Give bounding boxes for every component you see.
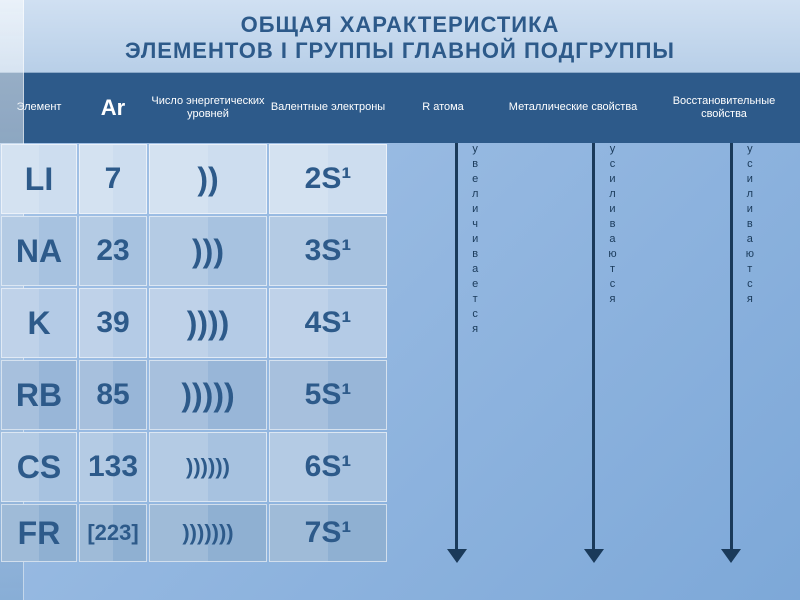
cell-levels: )))) [149,288,267,358]
cell-valence: 6S¹ [269,432,387,502]
table-row: Cs 133)))))) 6S¹ [0,431,388,503]
arrow-shaft: усиливаются [730,143,733,549]
arrow-head-icon [584,549,604,563]
cell-text: ))))))) [182,520,233,546]
cell-element: K [1,288,77,358]
cell-text: [223] [87,520,138,546]
cell-text: 2S¹ [305,162,352,196]
cell-element: Li [1,144,77,214]
cell-valence: 4S¹ [269,288,387,358]
table-row: Rb 85))))) 5S¹ [0,359,388,431]
cell-levels: ))) [149,216,267,286]
cell-ar: 39 [79,288,147,358]
cell-text: 6S¹ [305,450,352,484]
cell-element: Na [1,216,77,286]
cell-text: 23 [96,234,129,268]
cell-text: 133 [88,450,138,484]
arrow-head-icon [721,549,741,563]
table-row: Na 23))) 3S¹ [0,215,388,287]
header-cell-valence: Валентные электроны [268,97,388,118]
cell-element: Cs [1,432,77,502]
cell-ar: 23 [79,216,147,286]
cell-text: 5S¹ [305,378,352,412]
arrow-label: усиливаются [744,143,756,308]
title-block: ОБЩАЯ ХАРАКТЕРИСТИКА ЭЛЕМЕНТОВ I ГРУППЫ … [0,0,800,73]
cell-text: K [27,305,50,342]
cell-ar: 7 [79,144,147,214]
table-row: K 39)))) 4S¹ [0,287,388,359]
cell-text: 7 [105,162,122,196]
cell-element: Fr [1,504,77,562]
arrow-head-icon [447,549,467,563]
data-columns: Li 7)) 2S¹ Na 23))) 3S¹ K 39)))) 4S¹ Rb 85))))) 5S¹… [0,143,388,563]
table-row: Li 7)) 2S¹ [0,143,388,215]
cell-element: Rb [1,360,77,430]
cell-levels: ))))) [149,360,267,430]
cell-text: )))) [187,305,230,342]
table-row: Fr [223]))))))) 7S¹ [0,503,388,563]
header-cell-metallic: Металлические свойства [498,97,648,118]
arrow-shaft: усиливаются [592,143,595,549]
header-cell-element: Элемент [0,97,78,118]
cell-text: 85 [96,378,129,412]
cell-text: )))))) [186,454,230,480]
cell-text: 4S¹ [305,306,352,340]
cell-ar: 133 [79,432,147,502]
cell-text: )) [197,161,218,198]
cell-text: Rb [16,377,62,414]
cell-valence: 3S¹ [269,216,387,286]
arrow-col-radius_trend: увеличивается [388,143,525,563]
arrow-shaft: увеличивается [455,143,458,549]
table-body: Li 7)) 2S¹ Na 23))) 3S¹ K 39)))) 4S¹ Rb 85))))) 5S¹… [0,143,800,563]
header-cell-radius: R атома [388,97,498,118]
cell-ar: 85 [79,360,147,430]
arrow-col-reducing_trend: усиливаются [663,143,800,563]
slide-container: ОБЩАЯ ХАРАКТЕРИСТИКА ЭЛЕМЕНТОВ I ГРУППЫ … [0,0,800,600]
arrow-col-metallic_trend: усиливаются [525,143,662,563]
cell-text: 3S¹ [305,234,352,268]
cell-valence: 2S¹ [269,144,387,214]
cell-levels: )))))) [149,432,267,502]
cell-text: Cs [17,449,61,486]
cell-levels: ))))))) [149,504,267,562]
cell-levels: )) [149,144,267,214]
header-cell-ar: Ar [78,91,148,125]
arrow-label: увеличивается [469,143,481,338]
cell-text: 7S¹ [305,516,352,550]
cell-valence: 7S¹ [269,504,387,562]
cell-text: ))) [192,233,224,270]
title-line-2: ЭЛЕМЕНТОВ I ГРУППЫ ГЛАВНОЙ ПОДГРУППЫ [0,38,800,64]
title-line-1: ОБЩАЯ ХАРАКТЕРИСТИКА [0,12,800,38]
arrow-label: усиливаются [606,143,618,308]
cell-text: ))))) [181,377,234,414]
cell-text: 39 [96,306,129,340]
cell-text: Na [16,233,62,270]
header-cell-levels: Число энергетических уровней [148,91,268,125]
cell-text: Li [25,161,53,198]
cell-ar: [223] [79,504,147,562]
cell-valence: 5S¹ [269,360,387,430]
table-header-row: ЭлементArЧисло энергетических уровнейВал… [0,73,800,143]
header-cell-reducing: Восстановительные свойства [648,91,800,125]
trend-arrows-area: увеличивается усиливаются усиливаются [388,143,800,563]
cell-text: Fr [18,515,61,552]
